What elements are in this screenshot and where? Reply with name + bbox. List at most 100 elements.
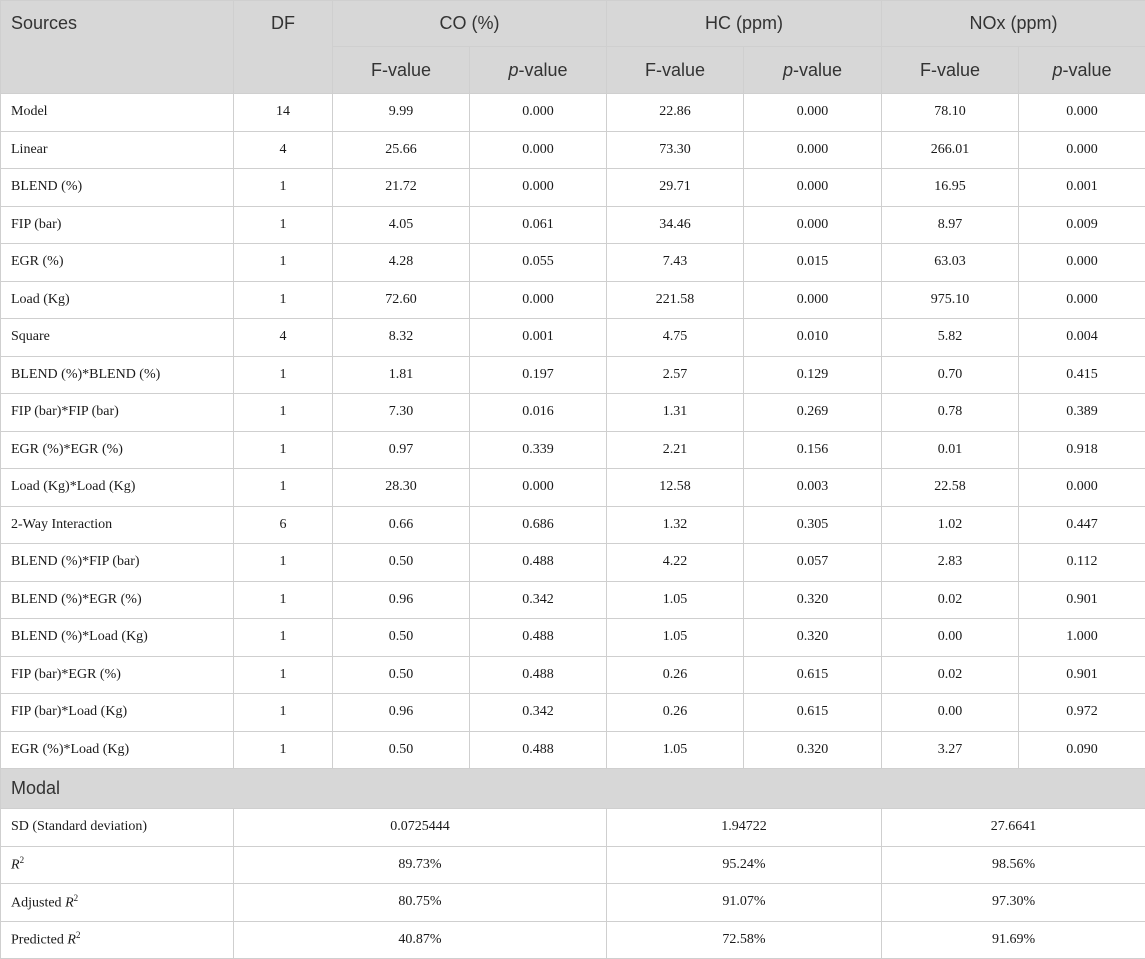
cell-hc-p: 0.129 [744, 356, 882, 394]
cell-hc-f: 1.05 [607, 731, 744, 769]
header-hc-fvalue: F-value [607, 47, 744, 94]
cell-nox: 27.6641 [882, 809, 1145, 847]
cell-nox-p: 0.000 [1019, 244, 1145, 282]
table-row: FIP (bar)*EGR (%) 1 0.50 0.488 0.26 0.61… [1, 656, 1145, 694]
cell-nox-f: 0.02 [882, 656, 1019, 694]
cell-co-p: 0.000 [470, 281, 607, 319]
table-row: Square 4 8.32 0.001 4.75 0.010 5.82 0.00… [1, 319, 1145, 357]
cell-co-f: 1.81 [333, 356, 470, 394]
cell-co-f: 0.96 [333, 694, 470, 732]
cell-hc-f: 22.86 [607, 94, 744, 132]
modal-section: Modal SD (Standard deviation) 0.0725444 … [1, 769, 1145, 959]
table-row: BLEND (%) 1 21.72 0.000 29.71 0.000 16.9… [1, 169, 1145, 207]
cell-co: 0.0725444 [234, 809, 607, 847]
table-row: Load (Kg) 1 72.60 0.000 221.58 0.000 975… [1, 281, 1145, 319]
cell-hc-f: 29.71 [607, 169, 744, 207]
cell-hc-f: 2.21 [607, 431, 744, 469]
cell-hc-p: 0.320 [744, 731, 882, 769]
cell-co-f: 0.50 [333, 544, 470, 582]
cell-df: 1 [234, 469, 333, 507]
cell-source: FIP (bar)*Load (Kg) [1, 694, 234, 732]
header-co-fvalue: F-value [333, 47, 470, 94]
cell-source: 2-Way Interaction [1, 506, 234, 544]
cell-source: FIP (bar)*EGR (%) [1, 656, 234, 694]
cell-nox-p: 0.901 [1019, 581, 1145, 619]
cell-nox-f: 0.00 [882, 619, 1019, 657]
cell-hc-f: 221.58 [607, 281, 744, 319]
cell-df: 1 [234, 694, 333, 732]
cell-co-p: 0.000 [470, 131, 607, 169]
cell-df: 1 [234, 619, 333, 657]
cell-hc-p: 0.000 [744, 281, 882, 319]
cell-hc-p: 0.000 [744, 206, 882, 244]
header-sources: Sources [1, 1, 234, 94]
cell-df: 14 [234, 94, 333, 132]
header-nox-pvalue: p-value [1019, 47, 1145, 94]
cell-hc-p: 0.320 [744, 581, 882, 619]
cell-nox: 91.69% [882, 921, 1145, 959]
header-co-pvalue: p-value [470, 47, 607, 94]
cell-co-p: 0.488 [470, 731, 607, 769]
cell-nox: 98.56% [882, 846, 1145, 884]
cell-co-f: 8.32 [333, 319, 470, 357]
cell-hc-p: 0.057 [744, 544, 882, 582]
table-body: Model 14 9.99 0.000 22.86 0.000 78.10 0.… [1, 94, 1145, 769]
cell-source: R2 [1, 846, 234, 884]
cell-co-p: 0.339 [470, 431, 607, 469]
table-row: FIP (bar)*Load (Kg) 1 0.96 0.342 0.26 0.… [1, 694, 1145, 732]
cell-nox-p: 0.972 [1019, 694, 1145, 732]
cell-co-p: 0.000 [470, 94, 607, 132]
table-row: BLEND (%)*Load (Kg) 1 0.50 0.488 1.05 0.… [1, 619, 1145, 657]
cell-hc-p: 0.003 [744, 469, 882, 507]
table-row: R2 89.73% 95.24% 98.56% [1, 846, 1145, 884]
table-row: Predicted R2 40.87% 72.58% 91.69% [1, 921, 1145, 959]
table-header: Sources DF CO (%) HC (ppm) NOx (ppm) F-v… [1, 1, 1145, 94]
cell-nox-f: 8.97 [882, 206, 1019, 244]
table-row: Model 14 9.99 0.000 22.86 0.000 78.10 0.… [1, 94, 1145, 132]
cell-co-f: 9.99 [333, 94, 470, 132]
cell-nox-f: 975.10 [882, 281, 1019, 319]
table-row: BLEND (%)*EGR (%) 1 0.96 0.342 1.05 0.32… [1, 581, 1145, 619]
table-row: EGR (%)*EGR (%) 1 0.97 0.339 2.21 0.156 … [1, 431, 1145, 469]
cell-nox-f: 5.82 [882, 319, 1019, 357]
cell-co-p: 0.686 [470, 506, 607, 544]
cell-df: 1 [234, 356, 333, 394]
cell-source: Predicted R2 [1, 921, 234, 959]
cell-nox-p: 0.001 [1019, 169, 1145, 207]
cell-nox-p: 0.000 [1019, 281, 1145, 319]
cell-nox-p: 0.009 [1019, 206, 1145, 244]
cell-co-f: 0.66 [333, 506, 470, 544]
cell-co-p: 0.488 [470, 619, 607, 657]
cell-co-f: 7.30 [333, 394, 470, 432]
cell-hc-f: 4.22 [607, 544, 744, 582]
header-nox-fvalue: F-value [882, 47, 1019, 94]
cell-nox-f: 0.02 [882, 581, 1019, 619]
cell-hc-f: 73.30 [607, 131, 744, 169]
cell-source: BLEND (%)*FIP (bar) [1, 544, 234, 582]
cell-source: BLEND (%)*EGR (%) [1, 581, 234, 619]
table-row: FIP (bar) 1 4.05 0.061 34.46 0.000 8.97 … [1, 206, 1145, 244]
cell-nox-f: 266.01 [882, 131, 1019, 169]
cell-co-p: 0.001 [470, 319, 607, 357]
cell-co-f: 28.30 [333, 469, 470, 507]
cell-co-p: 0.342 [470, 581, 607, 619]
cell-co-f: 4.28 [333, 244, 470, 282]
cell-source: Linear [1, 131, 234, 169]
cell-nox-f: 0.00 [882, 694, 1019, 732]
cell-hc: 91.07% [607, 884, 882, 922]
table-row: Load (Kg)*Load (Kg) 1 28.30 0.000 12.58 … [1, 469, 1145, 507]
cell-source: EGR (%)*Load (Kg) [1, 731, 234, 769]
cell-hc-f: 1.32 [607, 506, 744, 544]
cell-nox-p: 0.000 [1019, 469, 1145, 507]
cell-nox-f: 3.27 [882, 731, 1019, 769]
cell-co: 40.87% [234, 921, 607, 959]
cell-hc-p: 0.615 [744, 694, 882, 732]
cell-hc-f: 0.26 [607, 694, 744, 732]
cell-co: 89.73% [234, 846, 607, 884]
cell-df: 4 [234, 131, 333, 169]
cell-hc-f: 1.05 [607, 581, 744, 619]
cell-nox-p: 0.000 [1019, 131, 1145, 169]
cell-nox-p: 0.389 [1019, 394, 1145, 432]
cell-hc-p: 0.015 [744, 244, 882, 282]
